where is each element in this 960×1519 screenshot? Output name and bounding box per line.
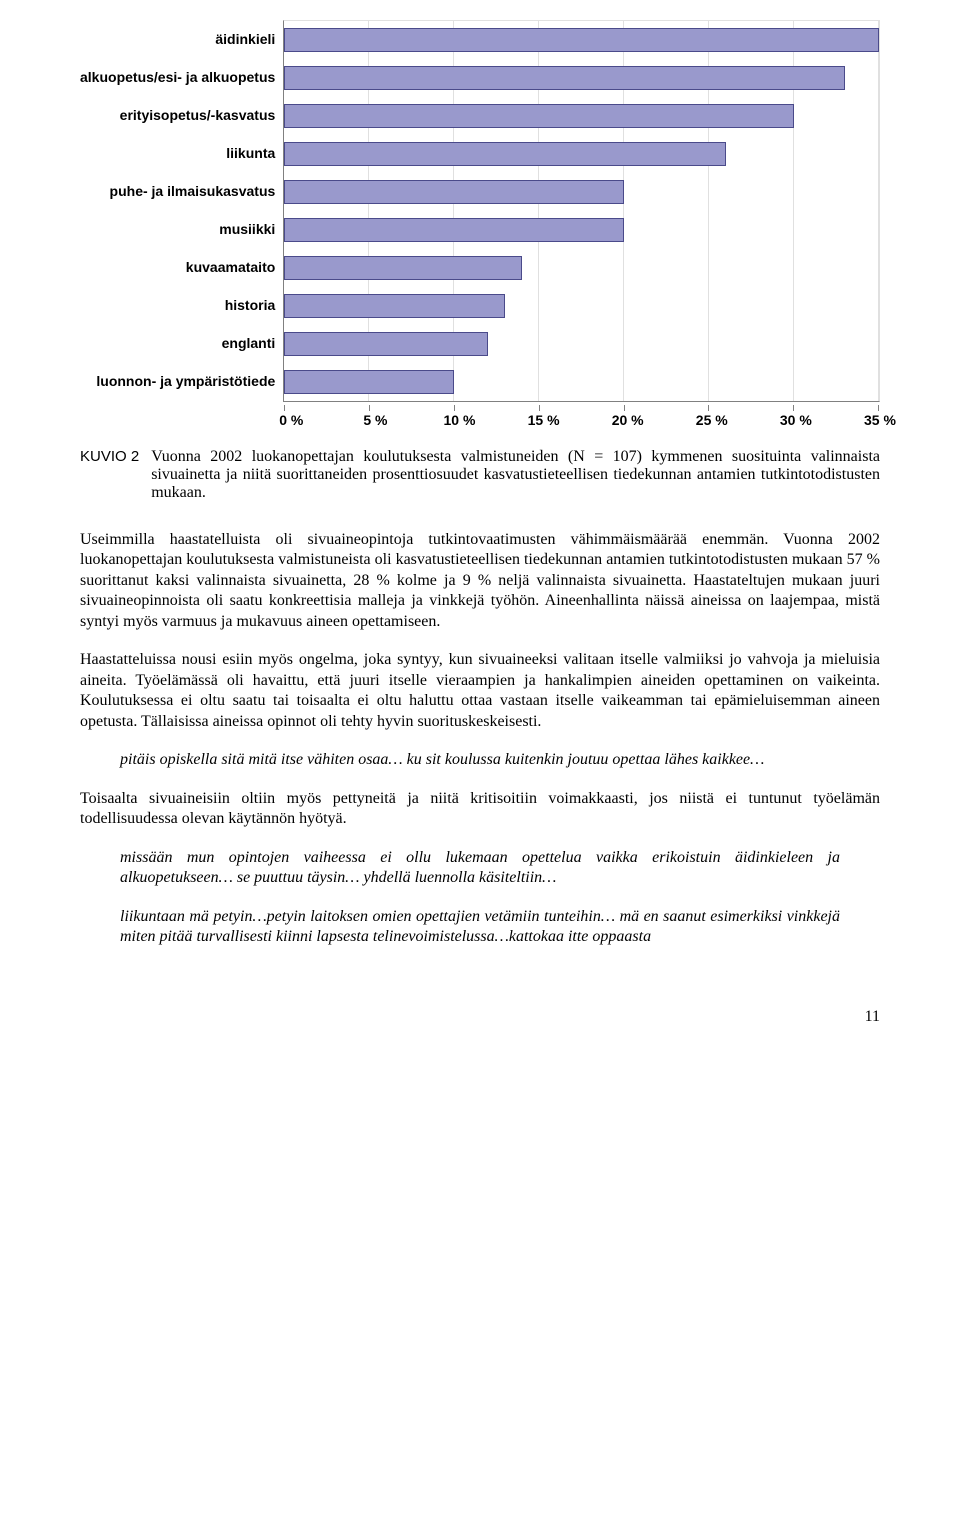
chart-bar-row bbox=[284, 59, 879, 97]
chart-category-label: musiikki bbox=[80, 210, 275, 248]
chart-category-label: äidinkieli bbox=[80, 20, 275, 58]
chart-bar bbox=[284, 370, 454, 394]
bar-chart: äidinkielialkuopetus/esi- ja alkuopetuse… bbox=[80, 20, 880, 428]
chart-bar-row bbox=[284, 211, 879, 249]
chart-bar bbox=[284, 294, 505, 318]
chart-bar-row bbox=[284, 287, 879, 325]
chart-category-label: liikunta bbox=[80, 134, 275, 172]
chart-bar-row bbox=[284, 249, 879, 287]
chart-bar bbox=[284, 104, 794, 128]
chart-bar-row bbox=[284, 363, 879, 401]
chart-bar bbox=[284, 218, 624, 242]
chart-bar bbox=[284, 256, 522, 280]
quote-2: missään mun opintojen vaiheessa ei ollu … bbox=[80, 848, 880, 889]
chart-category-label: englanti bbox=[80, 324, 275, 362]
chart-bar bbox=[284, 28, 879, 52]
chart-bar-row bbox=[284, 21, 879, 59]
chart-y-labels: äidinkielialkuopetus/esi- ja alkuopetuse… bbox=[80, 20, 283, 400]
chart-bar-row bbox=[284, 173, 879, 211]
chart-bar-row bbox=[284, 97, 879, 135]
chart-bars bbox=[284, 21, 879, 401]
figure-caption-text: Vuonna 2002 luokanopettajan koulutuksest… bbox=[151, 448, 880, 502]
chart-plot-area bbox=[283, 20, 880, 402]
chart-x-ticks bbox=[284, 405, 879, 411]
chart-category-label: alkuopetus/esi- ja alkuopetus bbox=[80, 58, 275, 96]
chart-bar-row bbox=[284, 135, 879, 173]
chart-category-label: puhe- ja ilmaisukasvatus bbox=[80, 172, 275, 210]
chart-bar bbox=[284, 332, 488, 356]
chart-bar bbox=[284, 142, 726, 166]
chart-bar-row bbox=[284, 325, 879, 363]
figure-caption: KUVIO 2 Vuonna 2002 luokanopettajan koul… bbox=[80, 448, 880, 502]
quote-1: pitäis opiskella sitä mitä itse vähiten … bbox=[80, 750, 880, 770]
paragraph-2: Haastatteluissa nousi esiin myös ongelma… bbox=[80, 650, 880, 732]
chart-category-label: luonnon- ja ympäristötiede bbox=[80, 362, 275, 400]
paragraph-1: Useimmilla haastatelluista oli sivuaineo… bbox=[80, 530, 880, 632]
chart-category-label: erityisopetus/-kasvatus bbox=[80, 96, 275, 134]
quote-3: liikuntaan mä petyin…petyin laitoksen om… bbox=[80, 907, 880, 948]
chart-bar bbox=[284, 66, 845, 90]
chart-bar bbox=[284, 180, 624, 204]
paragraph-3: Toisaalta sivuaineisiin oltiin myös pett… bbox=[80, 789, 880, 830]
chart-category-label: kuvaamataito bbox=[80, 248, 275, 286]
chart-category-label: historia bbox=[80, 286, 275, 324]
page-number: 11 bbox=[80, 1008, 880, 1026]
figure-key: KUVIO 2 bbox=[80, 448, 139, 502]
